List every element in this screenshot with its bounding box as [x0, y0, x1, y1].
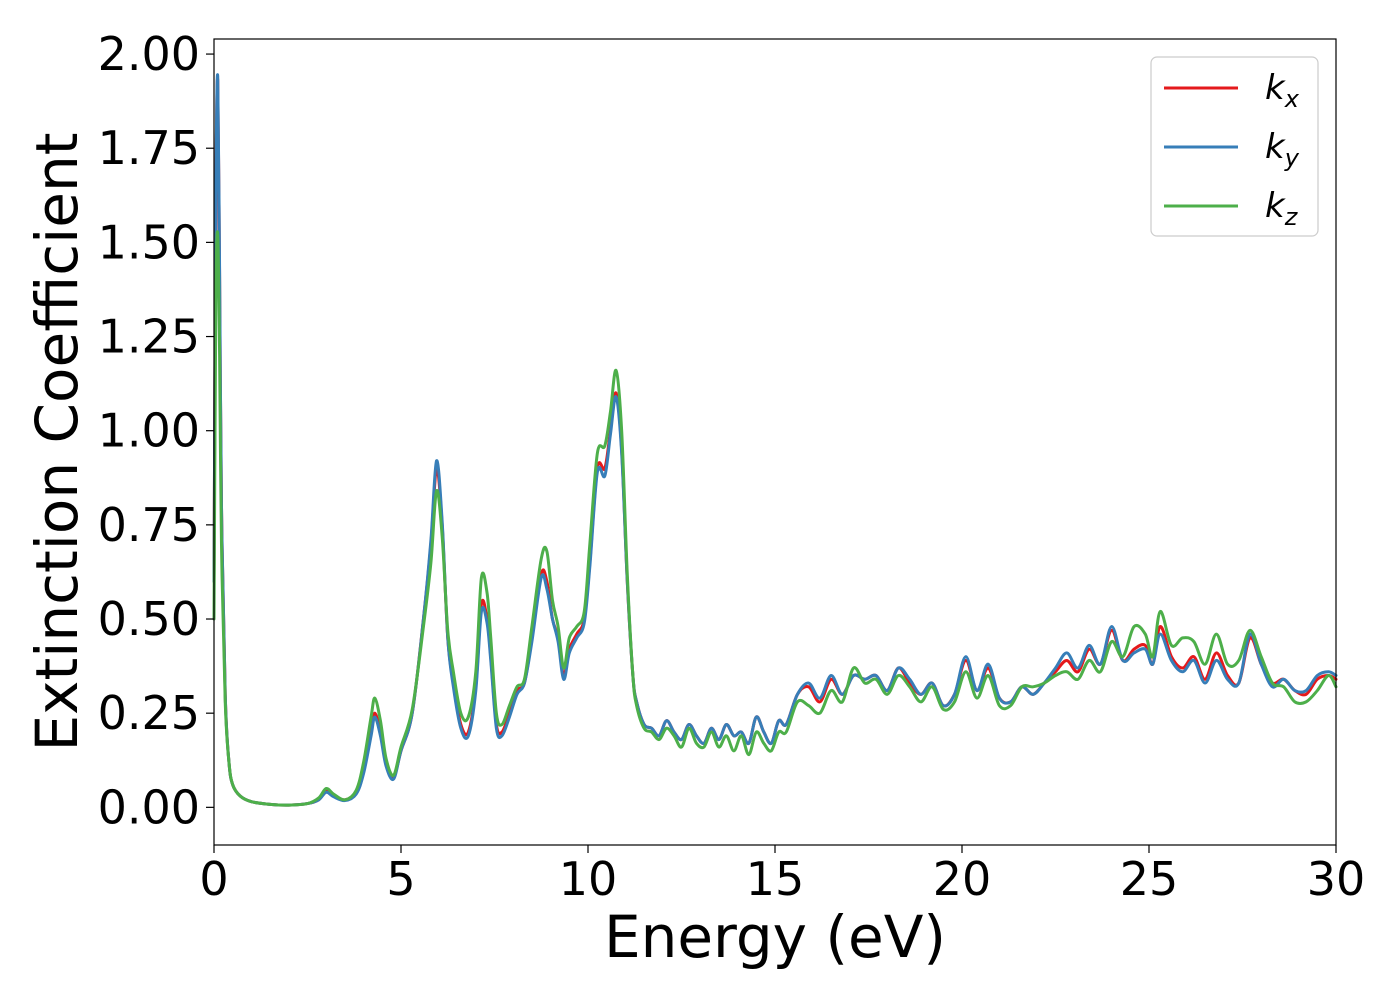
- x-tick-label: 10: [559, 852, 618, 906]
- y-tick-label: 0.50: [98, 592, 200, 646]
- x-axis-label: Energy (eV): [604, 903, 946, 971]
- y-tick-label: 0.25: [98, 686, 200, 740]
- legend-label-x: kx: [1265, 68, 1300, 113]
- y-tick-label: 0.75: [98, 498, 200, 552]
- y-tick-label: 2.00: [98, 27, 200, 81]
- y-tick-label: 1.25: [98, 310, 200, 364]
- legend-label-y: ky: [1265, 127, 1300, 172]
- series-line-z: [212, 230, 1338, 807]
- legend-items: kx ky kz: [1164, 68, 1300, 231]
- x-tick-label: 30: [1307, 852, 1366, 906]
- x-tick-label: 5: [386, 852, 415, 906]
- y-tick-label: 1.50: [98, 215, 200, 269]
- y-axis-ticks: 0.00 0.25 0.50 0.75 1.00 1.25 1.50 1.75 2.00: [98, 27, 214, 834]
- legend-label-z: kz: [1265, 186, 1299, 231]
- y-tick-label: 1.75: [98, 121, 200, 175]
- x-tick-label: 25: [1120, 852, 1179, 906]
- x-tick-label: 15: [746, 852, 805, 906]
- x-tick-label: 0: [199, 852, 228, 906]
- y-tick-label: 1.00: [98, 404, 200, 458]
- y-axis-label: Extinction Coefficient: [23, 133, 91, 752]
- series-line-y: [212, 73, 1338, 807]
- y-tick-label: 0.00: [98, 780, 200, 834]
- legend: kx ky kz: [1150, 56, 1319, 237]
- x-tick-label: 20: [933, 852, 992, 906]
- series-layer: [212, 73, 1338, 807]
- x-axis-ticks: 0 5 10 15 20 25 30: [199, 845, 1365, 906]
